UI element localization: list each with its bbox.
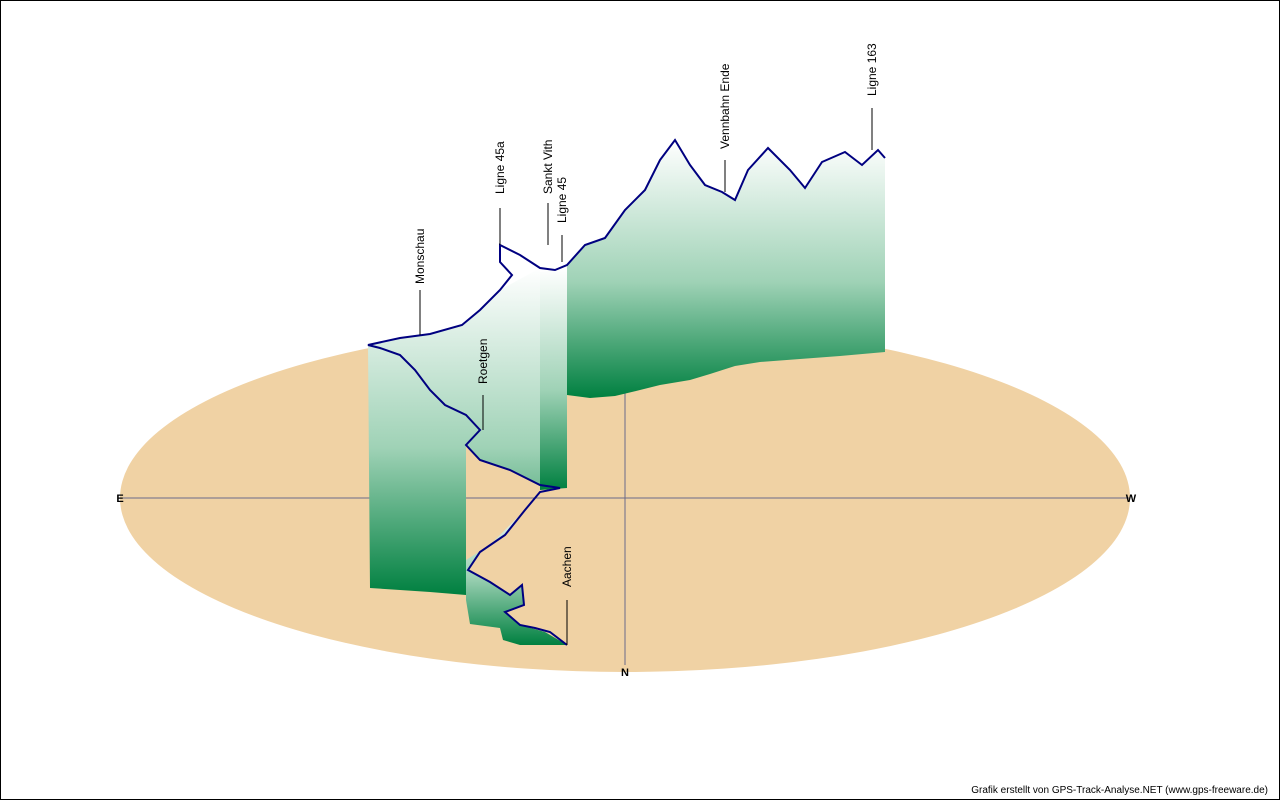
wall [368, 268, 540, 595]
elevation-walls [368, 140, 885, 645]
waypoint-label: Ligne 163 [865, 43, 879, 96]
compass-north: N [621, 667, 629, 679]
waypoint-label: Aachen [560, 546, 574, 587]
compass-west: W [1126, 493, 1137, 505]
credit: Grafik erstellt von GPS-Track-Analyse.NE… [971, 785, 1268, 796]
waypoint-label: Roetgen [476, 339, 490, 384]
waypoint-label: Sankt Vith [541, 140, 555, 194]
wall [540, 268, 567, 490]
compass-east: E [116, 493, 123, 505]
track [367, 138, 886, 646]
wall [567, 140, 885, 398]
waypoint-label: Ligne 45 [555, 177, 569, 223]
wall [466, 492, 567, 645]
waypoint-label: Vennbahn Ende [718, 63, 732, 149]
waypoint-labels: Monschau Ligne 45a Sankt Vith Ligne 45 V… [413, 43, 879, 587]
waypoint-markers [419, 108, 873, 645]
waypoint-label: Monschau [413, 229, 427, 284]
waypoint-label: Ligne 45a [493, 141, 507, 194]
